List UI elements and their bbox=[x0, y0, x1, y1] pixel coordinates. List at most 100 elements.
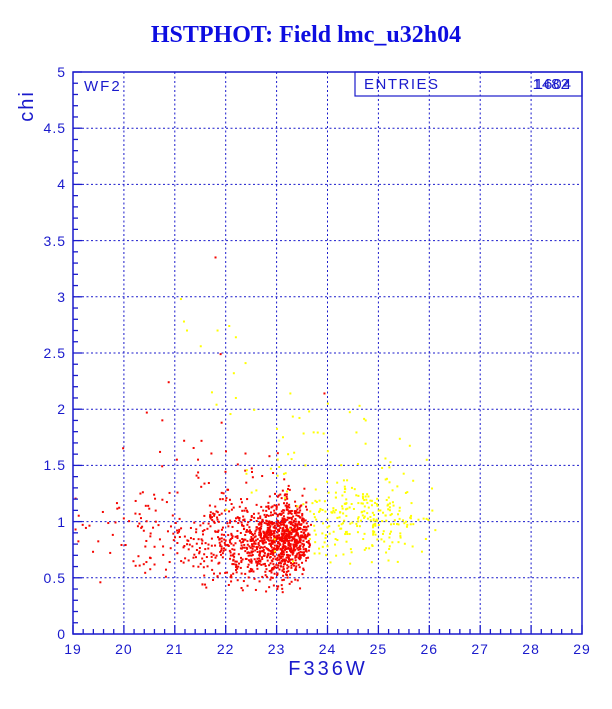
data-point bbox=[314, 488, 317, 491]
data-point bbox=[259, 550, 262, 553]
data-point bbox=[275, 504, 278, 507]
data-point bbox=[258, 557, 261, 560]
data-point bbox=[273, 512, 276, 515]
data-point bbox=[288, 528, 291, 531]
data-point bbox=[283, 494, 286, 497]
data-point bbox=[232, 563, 235, 566]
x-axis-label: F336W bbox=[288, 658, 368, 680]
data-point bbox=[357, 517, 360, 520]
data-point bbox=[161, 498, 164, 501]
data-point bbox=[283, 517, 286, 520]
data-point bbox=[231, 563, 234, 566]
data-point bbox=[298, 566, 301, 569]
data-point bbox=[229, 557, 232, 560]
x-tick-label: 27 bbox=[471, 641, 489, 657]
data-point bbox=[241, 558, 244, 561]
data-point bbox=[264, 570, 267, 573]
data-point bbox=[309, 510, 312, 513]
data-point bbox=[288, 488, 291, 491]
data-point bbox=[257, 543, 260, 546]
data-point bbox=[276, 556, 279, 559]
data-point bbox=[345, 540, 348, 543]
x-tick-label: 26 bbox=[420, 641, 439, 657]
data-point bbox=[248, 551, 251, 554]
data-point bbox=[241, 523, 244, 526]
data-point bbox=[290, 564, 293, 567]
data-point bbox=[385, 551, 388, 554]
data-point bbox=[287, 565, 290, 568]
data-point bbox=[212, 572, 215, 575]
data-point bbox=[216, 518, 219, 521]
data-point bbox=[296, 508, 299, 511]
data-point bbox=[288, 532, 291, 535]
data-point bbox=[284, 562, 287, 565]
data-point bbox=[184, 557, 187, 560]
data-point bbox=[301, 512, 304, 515]
data-point bbox=[246, 543, 249, 546]
data-point bbox=[213, 520, 216, 523]
data-point bbox=[187, 548, 190, 551]
data-point bbox=[280, 536, 283, 539]
data-point bbox=[409, 516, 412, 519]
data-point bbox=[313, 552, 316, 555]
data-point bbox=[260, 521, 263, 524]
data-point bbox=[189, 526, 192, 529]
data-point bbox=[144, 504, 147, 507]
data-point bbox=[296, 533, 299, 536]
data-point bbox=[265, 590, 268, 593]
data-point bbox=[323, 541, 326, 544]
data-point bbox=[290, 526, 293, 529]
data-point bbox=[199, 524, 202, 527]
data-point bbox=[363, 548, 366, 551]
data-point bbox=[295, 529, 298, 532]
data-point bbox=[366, 501, 369, 504]
data-point bbox=[363, 532, 366, 535]
data-point bbox=[268, 455, 271, 458]
data-point bbox=[244, 469, 247, 472]
data-point bbox=[240, 544, 243, 547]
data-point bbox=[368, 547, 371, 550]
data-point bbox=[334, 509, 337, 512]
data-point bbox=[255, 503, 258, 506]
data-point bbox=[275, 507, 278, 510]
data-point bbox=[281, 533, 284, 536]
data-point bbox=[276, 513, 279, 516]
data-point bbox=[269, 525, 272, 528]
data-point bbox=[256, 550, 259, 553]
data-point bbox=[367, 506, 370, 509]
data-point bbox=[293, 543, 296, 546]
data-point bbox=[364, 419, 367, 422]
data-point bbox=[292, 547, 295, 550]
data-point bbox=[363, 417, 366, 420]
data-point bbox=[279, 539, 282, 542]
data-point bbox=[281, 436, 284, 439]
data-point bbox=[285, 530, 288, 533]
data-point bbox=[218, 537, 221, 540]
data-point bbox=[201, 542, 204, 545]
stats-box-label: ENTRIES bbox=[364, 76, 440, 93]
data-point bbox=[315, 500, 318, 503]
data-point bbox=[273, 526, 276, 529]
data-point bbox=[88, 524, 91, 527]
data-point bbox=[288, 530, 291, 533]
data-point bbox=[290, 551, 293, 554]
data-point bbox=[292, 524, 295, 527]
data-point bbox=[198, 546, 201, 549]
data-point bbox=[301, 534, 304, 537]
y-tick-label: 4 bbox=[57, 176, 66, 193]
data-point bbox=[395, 523, 398, 526]
data-point bbox=[282, 527, 285, 530]
data-point bbox=[217, 529, 220, 532]
data-point bbox=[244, 362, 247, 365]
data-point bbox=[288, 521, 291, 524]
data-point bbox=[253, 408, 256, 411]
data-point bbox=[285, 570, 288, 573]
data-point bbox=[186, 543, 189, 546]
data-point bbox=[335, 554, 338, 557]
data-point bbox=[195, 474, 198, 477]
data-point bbox=[349, 522, 352, 525]
data-point bbox=[285, 536, 288, 539]
data-point bbox=[197, 538, 200, 541]
data-point bbox=[289, 523, 292, 526]
